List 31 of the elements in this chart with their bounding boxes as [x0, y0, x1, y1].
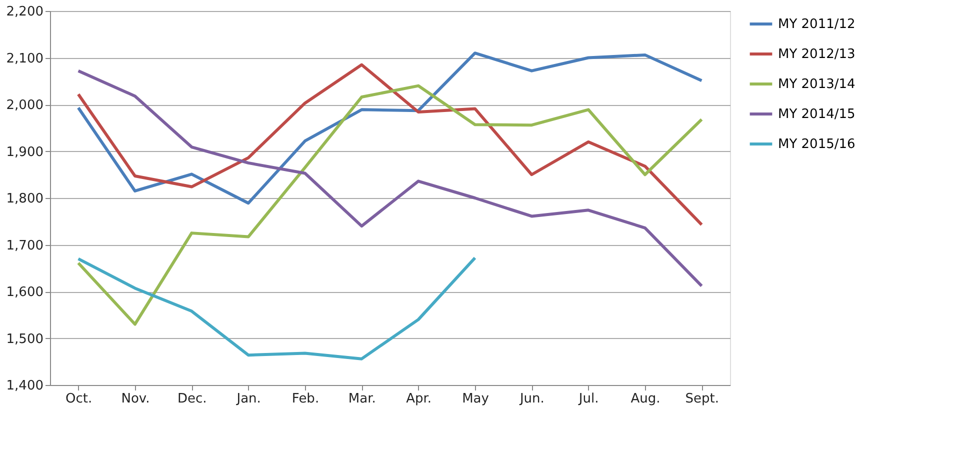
x-tick-label: Mar.: [348, 392, 376, 406]
x-tick-label: Jul.: [578, 392, 599, 406]
y-tick-label: 1,700: [6, 238, 44, 254]
x-tick-label: Jan.: [236, 392, 261, 406]
legend-label: MY 2015/16: [778, 137, 856, 152]
line-series: [76, 256, 476, 360]
line-series: [76, 69, 704, 288]
legend-label: MY 2011/12: [778, 17, 856, 32]
x-tick-label: May: [462, 392, 490, 406]
line-series: [76, 84, 704, 326]
x-tick-label: Oct.: [66, 392, 92, 406]
y-tick-label: 2,000: [6, 98, 44, 113]
line-series: [76, 63, 704, 226]
y-tick-label: 1,800: [6, 192, 44, 206]
x-tick-label: Sept.: [685, 392, 720, 406]
legend-label: MY 2013/14: [778, 77, 856, 92]
x-tick-label: Apr.: [406, 392, 432, 406]
legend-label: MY 2012/13: [778, 47, 856, 62]
y-tick-label: 1,600: [6, 285, 44, 300]
x-tick-label: Feb.: [292, 392, 320, 406]
y-tick-label: 1,900: [6, 144, 44, 160]
y-tick-label: 1,500: [6, 332, 44, 347]
y-tick-label: 2,200: [6, 4, 44, 20]
y-tick-label: 1,400: [6, 378, 44, 394]
x-tick-label: Nov.: [121, 392, 150, 406]
x-tick-label: Aug.: [630, 392, 660, 406]
x-tick-label: Jun.: [518, 392, 544, 406]
line-series: [76, 52, 704, 205]
legend-label: MY 2014/15: [778, 107, 856, 122]
x-tick-label: Dec.: [178, 392, 207, 406]
y-tick-label: 2,100: [6, 51, 44, 66]
